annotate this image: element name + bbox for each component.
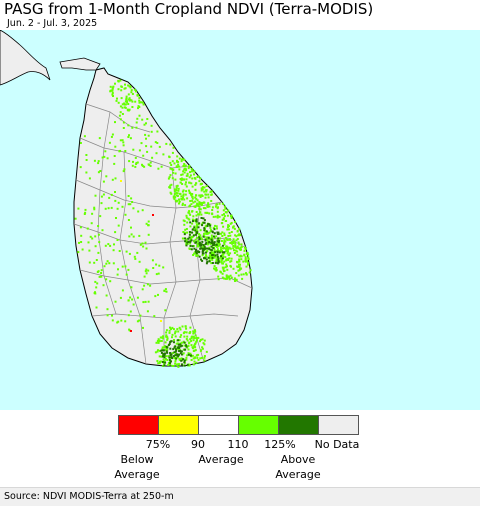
legend-tick-110: 110 [227, 438, 249, 451]
district-borders [73, 103, 253, 366]
ndvi-pixels [74, 79, 252, 368]
legend-tick-75: 75% [145, 438, 171, 451]
legend-swatch-below-75 [118, 415, 159, 435]
legend-swatch-110-125 [238, 415, 279, 435]
legend-swatch-above-125 [278, 415, 319, 435]
legend-label-average: Average [198, 453, 244, 466]
date-range: Jun. 2 - Jul. 3, 2025 [7, 18, 98, 29]
source-text: Source: NDVI MODIS-Terra at 250-m [4, 491, 174, 502]
legend-label-below-average: Below Average [114, 453, 160, 481]
legend: 75% 90 110 125% No Data Below Average Av… [0, 412, 480, 487]
ndvi-map [0, 30, 480, 410]
map-title: PASG from 1-Month Cropland NDVI (Terra-M… [4, 0, 374, 18]
india-coast [0, 30, 51, 86]
legend-label-above-average: Above Average [275, 453, 321, 481]
legend-swatch-no-data [318, 415, 359, 435]
jaffna-peninsula [59, 57, 101, 71]
sea [0, 30, 480, 410]
footer: Source: NDVI MODIS-Terra at 250-m [0, 487, 480, 506]
legend-swatch-90-110 [198, 415, 239, 435]
sri-lanka-island [73, 67, 253, 367]
legend-swatch-75-90 [158, 415, 199, 435]
legend-tick-90: 90 [191, 438, 205, 451]
legend-tick-125: 125% [264, 438, 296, 451]
legend-tick-no-data: No Data [314, 438, 360, 451]
